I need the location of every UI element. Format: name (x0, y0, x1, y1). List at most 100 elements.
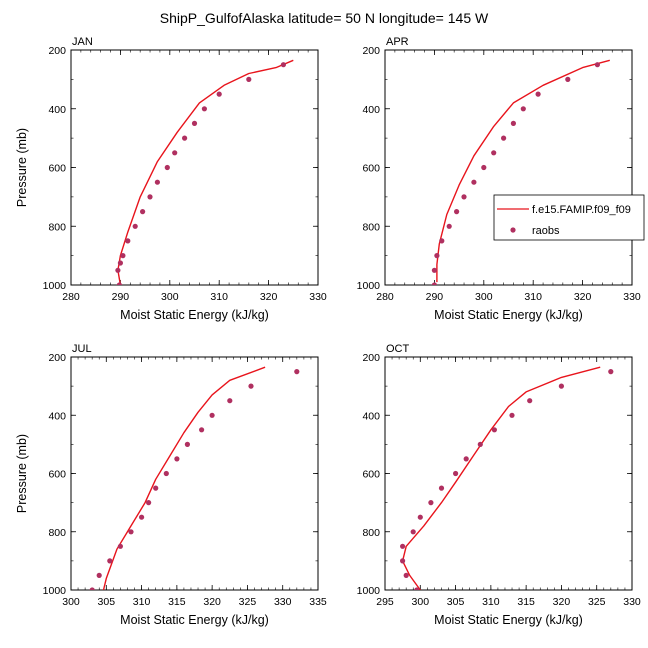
plot-area (89, 366, 300, 590)
x-tick-label: 305 (447, 596, 465, 608)
x-tick-label: 300 (475, 291, 493, 303)
plot-frame (384, 49, 633, 286)
obs-point (410, 529, 416, 535)
obs-point (96, 572, 102, 579)
x-axis-label: Moist Static Energy (kJ/kg) (120, 613, 269, 627)
x-tick-label: 320 (203, 596, 221, 608)
x-tick-label: 325 (239, 596, 257, 608)
x-axis-label: Moist Static Energy (kJ/kg) (434, 613, 583, 627)
y-tick-label: 400 (48, 410, 66, 422)
obs-point (428, 500, 434, 506)
y-tick-label: 400 (48, 104, 66, 116)
obs-point (201, 106, 207, 112)
legend: f.e15.FAMIP.f09_f09 raobs (493, 194, 645, 241)
obs-point (477, 441, 483, 447)
obs-point (116, 282, 122, 285)
obs-point (501, 135, 507, 141)
x-tick-label: 330 (623, 596, 641, 608)
obs-point (439, 238, 445, 244)
obs-point (227, 398, 233, 404)
y-tick-label: 800 (48, 527, 66, 539)
obs-point (89, 587, 95, 590)
obs-point (184, 441, 190, 447)
obs-point (128, 529, 134, 535)
y-tick-label: 400 (362, 104, 380, 116)
obs-point (414, 587, 420, 590)
y-tick-label: 800 (362, 221, 380, 233)
obs-point (107, 558, 113, 564)
obs-point (608, 369, 614, 375)
obs-point (438, 485, 445, 491)
obs-point (209, 412, 215, 418)
obs-point (454, 209, 460, 215)
panel-jan: JAN 280 290 300 310 320 330 200 400 600 800 1000 Moi… (15, 36, 327, 322)
obs-point (509, 412, 515, 418)
x-tick-label: 325 (588, 596, 606, 608)
x-tick-label: 330 (274, 596, 292, 608)
obs-point (471, 179, 477, 185)
x-tick-label: 300 (62, 596, 80, 608)
panel-label: JUL (72, 343, 92, 355)
obs-point (453, 470, 459, 477)
obs-point (463, 456, 469, 462)
plot-area (431, 59, 610, 285)
legend-model-label: f.e15.FAMIP.f09_f09 (532, 204, 631, 216)
x-tick-label: 315 (168, 596, 186, 608)
panel-jul: JUL 300 305 310 315 320 325 330 335 200 400 600 800 1… (15, 343, 327, 627)
y-tick-label: 1000 (357, 585, 381, 597)
y-tick-label: 200 (48, 45, 66, 57)
obs-point (510, 120, 516, 126)
plot-area (115, 59, 294, 285)
x-tick-label: 310 (482, 596, 500, 608)
x-tick-label: 320 (553, 596, 571, 608)
obs-point (115, 267, 121, 273)
obs-point (400, 543, 406, 549)
y-tick-label: 400 (362, 410, 380, 422)
x-tick-label: 315 (517, 596, 535, 608)
obs-point (594, 62, 601, 68)
obs-point (125, 238, 131, 244)
obs-point (431, 267, 437, 273)
y-tick-label: 200 (362, 352, 380, 364)
obs-point (172, 150, 178, 156)
obs-point (153, 485, 159, 491)
obs-point (117, 260, 123, 266)
plot-frame (70, 356, 319, 591)
obs-point (403, 572, 409, 579)
x-tick-label: 310 (524, 291, 542, 303)
x-tick-label: 280 (62, 291, 80, 303)
y-tick-label: 600 (362, 469, 380, 481)
obs-point (280, 62, 286, 68)
x-tick-label: 330 (309, 291, 327, 303)
plot-frame (384, 356, 633, 591)
obs-point (140, 209, 146, 215)
obs-point (199, 427, 205, 433)
obs-point (246, 76, 252, 82)
y-axis-label: Pressure (mb) (15, 434, 29, 513)
obs-point (191, 120, 198, 126)
legend-obs-label: raobs (532, 225, 560, 237)
y-tick-label: 600 (48, 163, 66, 175)
y-axis-label: Pressure (mb) (15, 128, 29, 207)
obs-point (248, 383, 254, 389)
obs-point (446, 223, 452, 229)
x-axis-label: Moist Static Energy (kJ/kg) (120, 308, 269, 322)
y-tick-label: 1000 (43, 585, 67, 597)
x-tick-label: 320 (574, 291, 592, 303)
obs-point (132, 223, 138, 229)
obs-point (520, 106, 526, 112)
model-line (117, 59, 294, 285)
x-tick-label: 335 (309, 596, 327, 608)
x-tick-label: 310 (133, 596, 151, 608)
obs-point (294, 369, 300, 375)
obs-point (154, 179, 160, 185)
plot-frame (70, 49, 319, 286)
model-line (401, 366, 601, 590)
y-tick-label: 800 (362, 527, 380, 539)
panel-label: APR (386, 36, 409, 48)
x-tick-label: 305 (98, 596, 116, 608)
panel-label: JAN (72, 36, 93, 48)
x-axis-label: Moist Static Energy (kJ/kg) (434, 308, 583, 322)
obs-point (434, 253, 440, 259)
